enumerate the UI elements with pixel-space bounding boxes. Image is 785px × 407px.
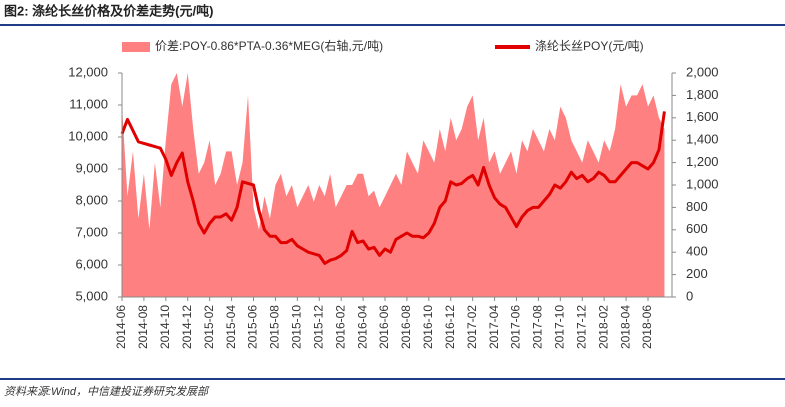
x-tick-label: 2016-04 [355,305,369,349]
legend-label: 涤纶长丝POY(元/吨) [535,39,644,53]
x-tick-label: 2017-12 [574,305,588,349]
x-tick-label: 2014-12 [180,305,194,349]
y-tick-label: 9,000 [75,160,108,175]
y2-tick-label: 1,600 [686,109,719,124]
x-tick-label: 2018-02 [596,305,610,349]
x-tick-label: 2017-04 [487,305,501,349]
x-tick-label: 2015-02 [202,305,216,349]
x-tick-label: 2015-06 [246,305,260,349]
plot: 5,000 6,000 7,000 8,000 9,000 10,000 11,000 12,… [68,38,718,349]
x-tick-label: 2016-02 [333,305,347,349]
y-tick-label: 8,000 [75,192,108,207]
y2-tick-label: 400 [686,244,708,259]
x-tick-label: 2014-06 [114,305,128,349]
x-tick-label: 2017-10 [553,305,567,349]
x-tick-label: 2014-08 [136,305,150,349]
y-tick-label: 10,000 [68,128,108,143]
x-tick-label: 2014-10 [158,305,172,349]
x-tick-label: 2015-12 [311,305,325,349]
y2-tick-label: 200 [686,266,708,281]
x-tick-label: 2016-10 [421,305,435,349]
y2-tick-label: 1,400 [686,132,719,147]
x-tick-label: 2016-12 [443,305,457,349]
x-tick-label: 2018-06 [640,305,654,349]
source: 资料来源:Wind，中信建投证券研究发展部 [4,385,210,398]
y2-tick-label: 2,000 [686,64,719,79]
y-tick-label: 6,000 [75,256,108,271]
legend-label: 价差:POY-0.86*PTA-0.36*MEG(右轴,元/吨) [155,38,383,53]
x-tick-label: 2017-08 [531,305,545,349]
y2-tick-label: 0 [686,288,693,303]
y2-tick-label: 1,000 [686,176,719,191]
x-tick-label: 2016-06 [377,305,391,349]
x-tick-label: 2018-04 [618,305,632,349]
y2-tick-label: 800 [686,199,708,214]
x-tick-label: 2016-08 [399,305,413,349]
y2-tick-label: 1,800 [686,87,719,102]
x-tick-label: 2017-02 [465,305,479,349]
x-tick-label: 2015-10 [290,305,304,349]
chart-title: 图2: 涤纶长丝价格及价差走势(元/吨) [4,3,213,18]
y-tick-label: 5,000 [75,288,108,303]
x-tick-label: 2015-08 [268,305,282,349]
y2-tick-label: 600 [686,221,708,236]
x-tick-label: 2017-06 [509,305,523,349]
line [120,111,666,265]
y-tick-label: 7,000 [75,224,108,239]
area [122,73,665,297]
x-tick-label: 2015-04 [224,305,238,349]
y-tick-label: 12,000 [68,64,108,79]
y2-tick-label: 1,200 [686,154,719,169]
legend-swatch [122,42,150,52]
y-tick-label: 11,000 [69,96,108,111]
